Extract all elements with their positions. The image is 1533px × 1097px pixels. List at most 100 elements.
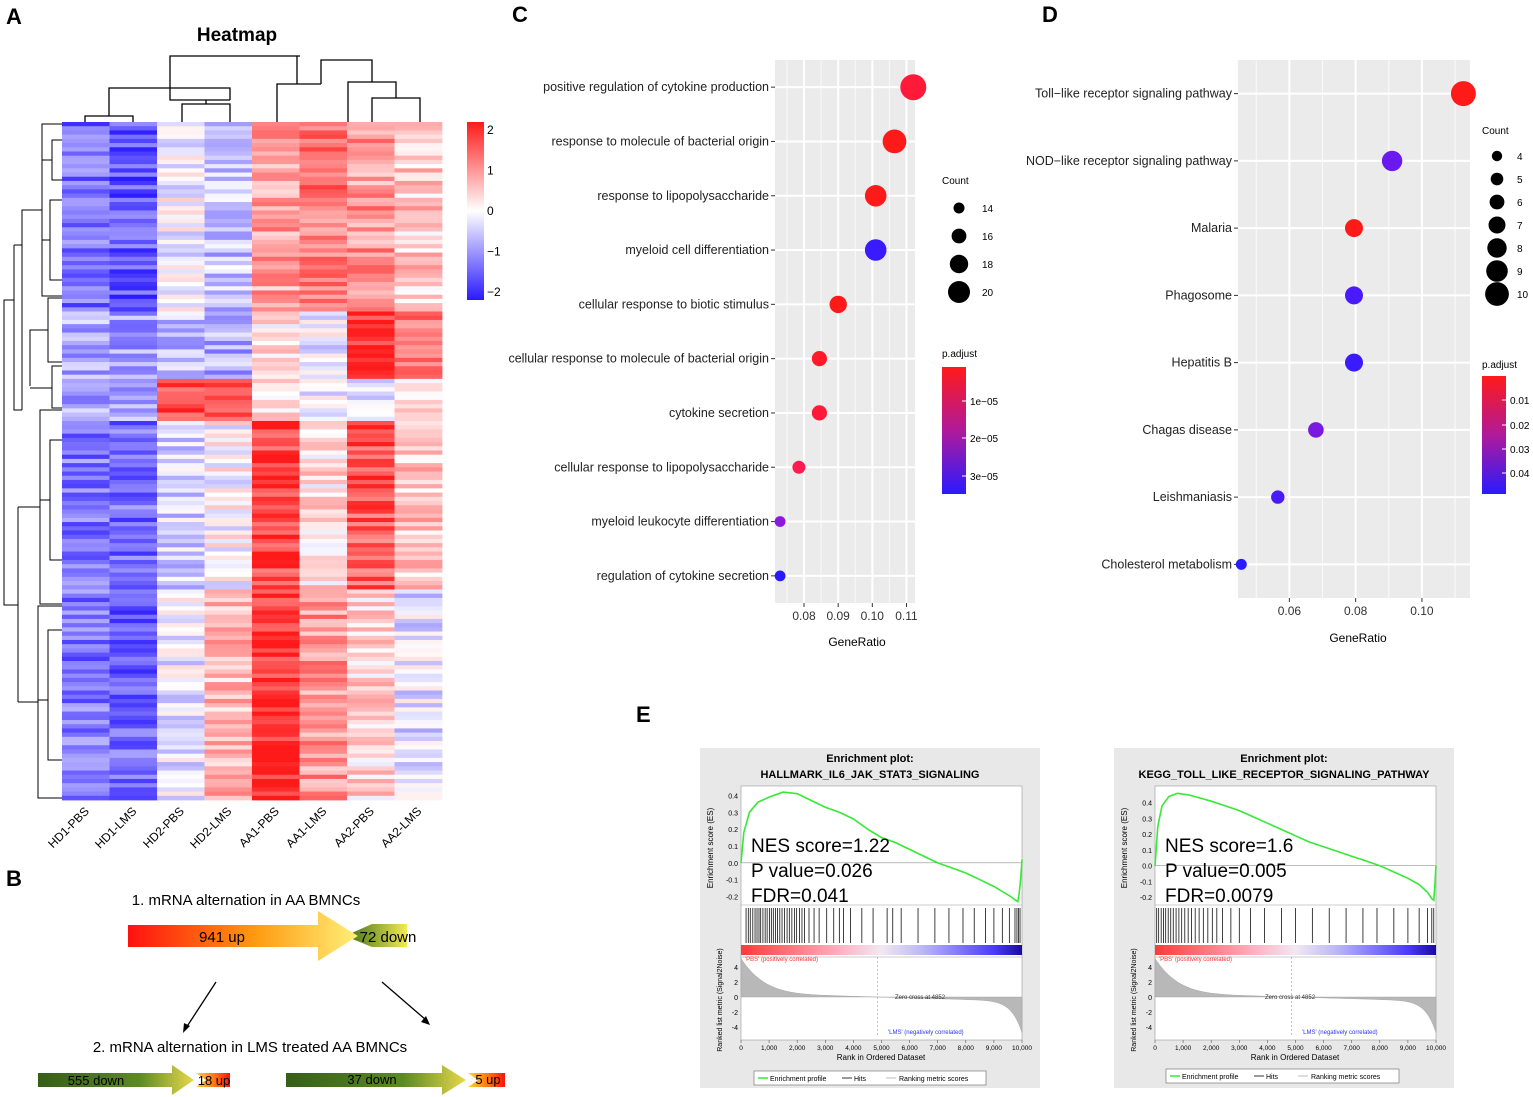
heatmap-cell bbox=[347, 690, 395, 696]
heatmap-cell bbox=[252, 185, 300, 190]
es-ytick-label: -0.2 bbox=[726, 895, 738, 902]
term-dot bbox=[1271, 490, 1285, 504]
heatmap-cell bbox=[62, 193, 110, 199]
heatmap-cell bbox=[299, 703, 348, 708]
heatmap-cell bbox=[394, 442, 443, 447]
heatmap-cell bbox=[109, 581, 158, 586]
heatmap-cell bbox=[109, 522, 158, 527]
heatmap-cell bbox=[394, 711, 443, 717]
heatmap-cell bbox=[347, 463, 395, 468]
heatmap-cell bbox=[62, 505, 110, 510]
heatmap-cell bbox=[157, 458, 205, 464]
heatmap-cell bbox=[394, 787, 443, 792]
heatmap-cell bbox=[347, 581, 395, 586]
heatmap-cell bbox=[299, 719, 348, 725]
heatmap-cell bbox=[109, 686, 158, 691]
heatmap-cell bbox=[299, 602, 348, 607]
heatmap-cell bbox=[62, 252, 110, 258]
heatmap-cell bbox=[157, 147, 205, 152]
heatmap-cell bbox=[109, 741, 158, 746]
heatmap-cell bbox=[62, 383, 110, 388]
heatmap-cell bbox=[62, 488, 110, 493]
heatmap-cell bbox=[62, 231, 110, 237]
heatmap-cell bbox=[109, 387, 158, 392]
heatmap-cell bbox=[204, 223, 253, 228]
heatmap-cell bbox=[62, 492, 110, 498]
heatmap-cell bbox=[299, 442, 348, 447]
heatmap-cell bbox=[62, 282, 110, 287]
heatmap-cell bbox=[157, 501, 205, 506]
heatmap-cell bbox=[347, 585, 395, 590]
heatmap-cell bbox=[252, 159, 300, 165]
count-legend-label: 16 bbox=[982, 232, 994, 243]
heatmap-cell bbox=[299, 391, 348, 397]
heatmap-cell bbox=[252, 770, 300, 776]
gsea1-xlabel: Rank in Ordered Dataset bbox=[837, 1053, 926, 1062]
heatmap-cell bbox=[394, 206, 443, 211]
heatmap-cell bbox=[62, 496, 110, 502]
heatmap-cell bbox=[157, 412, 205, 418]
heatmap-cell bbox=[394, 227, 443, 232]
go-padj-colorbar bbox=[942, 367, 966, 494]
heatmap-cell bbox=[157, 534, 205, 540]
heatmap-cell bbox=[252, 147, 300, 152]
heatmap-cell bbox=[394, 362, 443, 367]
heatmap-cell bbox=[394, 168, 443, 173]
heatmap-cell bbox=[347, 202, 395, 207]
es-curve bbox=[1154, 792, 1437, 902]
heatmap-cell bbox=[157, 673, 205, 679]
heatmap-cell bbox=[347, 606, 395, 611]
sample-label: AA1-LMS bbox=[283, 804, 329, 850]
heatmap-cell bbox=[299, 597, 348, 603]
heatmap-cell bbox=[157, 505, 205, 510]
heatmap-cell bbox=[394, 349, 443, 355]
heatmap-cell bbox=[157, 252, 205, 258]
heatmap-cell bbox=[157, 543, 205, 548]
heatmap-cell bbox=[109, 357, 158, 363]
heatmap-cell bbox=[109, 420, 158, 426]
gsea1-legend-rank: Ranking metric scores bbox=[899, 1076, 969, 1083]
heatmap-cell bbox=[394, 315, 443, 321]
heatmap-cell bbox=[299, 446, 348, 451]
term-label: cytokine secretion bbox=[669, 406, 769, 420]
heatmap-cell bbox=[252, 732, 300, 738]
sample-label: HD2-LMS bbox=[187, 804, 234, 851]
heatmap-cell bbox=[204, 349, 253, 355]
heatmap-cell bbox=[62, 185, 110, 190]
es-ytick-label: 0.3 bbox=[728, 810, 738, 817]
heatmap-cell bbox=[62, 315, 110, 321]
heatmap-cell bbox=[347, 644, 395, 649]
heatmap-cell bbox=[109, 475, 158, 481]
heatmap-cell bbox=[204, 340, 253, 346]
heatmap-cell bbox=[157, 547, 205, 552]
heatmap-cell bbox=[109, 614, 158, 620]
heatmap-cell bbox=[109, 159, 158, 165]
heatmap-cell bbox=[157, 387, 205, 392]
heatmap-cell bbox=[62, 214, 110, 220]
heatmap-cell bbox=[157, 795, 205, 801]
heatmap-cell bbox=[109, 391, 158, 397]
heatmap-cell bbox=[252, 336, 300, 342]
heatmap-cell bbox=[252, 719, 300, 725]
x-tick-label: 1,000 bbox=[761, 1045, 778, 1052]
heatmap-cell bbox=[204, 581, 253, 586]
heatmap-cell bbox=[252, 597, 300, 603]
heatmap-cell bbox=[299, 652, 348, 658]
heatmap-cell bbox=[299, 227, 348, 232]
heatmap-cell bbox=[394, 185, 443, 190]
heatmap-cell bbox=[299, 610, 348, 616]
heatmap-cell bbox=[394, 130, 443, 136]
main-up-arrow bbox=[128, 911, 358, 961]
heatmap-cell bbox=[204, 589, 253, 595]
heatmap-cell bbox=[204, 534, 253, 540]
sample-label: HD1-PBS bbox=[45, 804, 92, 851]
heatmap-cell bbox=[62, 277, 110, 283]
heatmap-cell bbox=[109, 429, 158, 435]
heatmap-cell bbox=[157, 475, 205, 481]
heatmap-cell bbox=[157, 391, 205, 397]
heatmap-cell bbox=[299, 180, 348, 186]
heatmap-cell bbox=[347, 774, 395, 780]
heatmap-cell bbox=[347, 787, 395, 792]
heatmap-cell bbox=[109, 349, 158, 355]
heatmap-cell bbox=[252, 311, 300, 317]
